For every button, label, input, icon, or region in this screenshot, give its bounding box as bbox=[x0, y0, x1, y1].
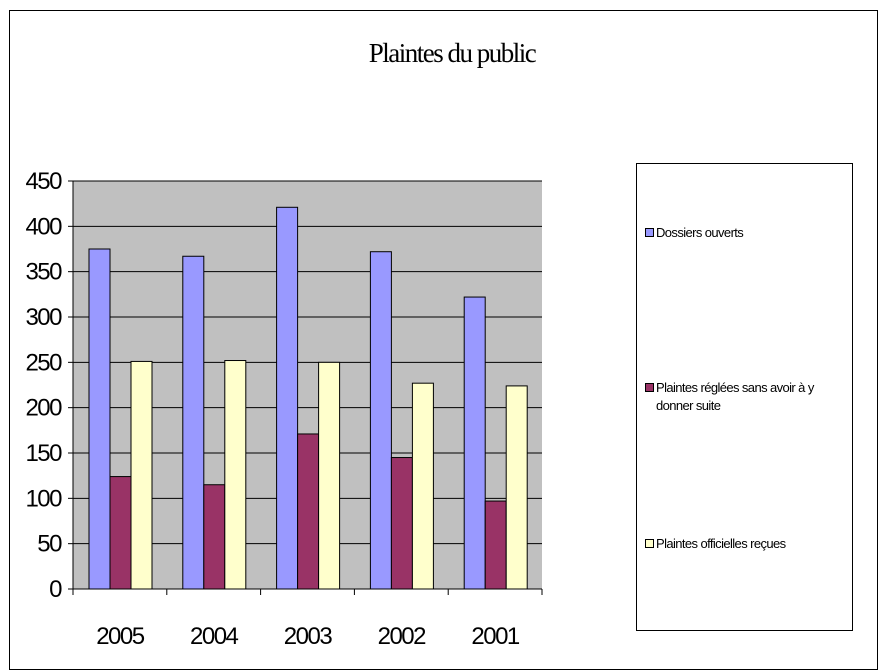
legend-swatch-dossiers-ouverts bbox=[645, 228, 654, 237]
bar bbox=[390, 457, 413, 590]
bar bbox=[318, 361, 341, 590]
bar bbox=[109, 476, 132, 590]
bar bbox=[130, 360, 153, 590]
legend: Dossiers ouverts Plaintes réglées sans a… bbox=[636, 163, 853, 631]
legend-swatch-plaintes-officielles bbox=[645, 539, 654, 548]
y-tick-labels: 0 50 100 150 200 250 300 350 400 450 bbox=[25, 168, 63, 603]
y-tick-label: 450 bbox=[25, 168, 62, 195]
x-tick-label: 2003 bbox=[284, 623, 333, 650]
bar bbox=[411, 382, 434, 590]
legend-item-plaintes-officielles: Plaintes officielles reçues bbox=[645, 535, 850, 553]
bars bbox=[88, 206, 528, 590]
bar bbox=[182, 255, 205, 590]
y-tick-label: 50 bbox=[37, 531, 62, 558]
x-tick-label: 2002 bbox=[378, 623, 427, 650]
legend-label-plaintes-officielles: Plaintes officielles reçues bbox=[656, 536, 786, 551]
bar bbox=[297, 433, 320, 590]
bar bbox=[276, 206, 299, 590]
legend-item-dossiers-ouverts: Dossiers ouverts bbox=[645, 224, 850, 242]
y-tick-label: 100 bbox=[25, 485, 62, 512]
bar bbox=[484, 500, 507, 590]
y-tick-label: 350 bbox=[25, 259, 62, 286]
bar bbox=[203, 484, 226, 590]
legend-item-plaintes-reglees: Plaintes réglées sans avoir à y donner s… bbox=[645, 379, 850, 415]
bar bbox=[463, 296, 486, 590]
bar bbox=[369, 251, 392, 590]
y-tick-label: 0 bbox=[49, 576, 62, 603]
chart-title: Plaintes du public bbox=[369, 38, 537, 68]
bar bbox=[224, 360, 247, 590]
x-tick-labels: 2005 2004 2003 2002 2001 bbox=[96, 623, 521, 650]
y-tick-label: 150 bbox=[25, 440, 62, 467]
x-tick-label: 2005 bbox=[96, 623, 145, 650]
axes bbox=[68, 180, 543, 595]
legend-swatch-plaintes-reglees bbox=[645, 383, 654, 392]
y-tick-label: 250 bbox=[25, 349, 62, 376]
x-tick-label: 2001 bbox=[471, 623, 520, 650]
bar bbox=[505, 385, 528, 590]
y-tick-label: 300 bbox=[25, 304, 62, 331]
y-tick-label: 400 bbox=[25, 213, 62, 240]
legend-label-dossiers-ouverts: Dossiers ouverts bbox=[656, 225, 744, 240]
y-tick-label: 200 bbox=[25, 395, 62, 422]
legend-label-plaintes-reglees: Plaintes réglées sans avoir à y donner s… bbox=[656, 380, 814, 413]
bar bbox=[88, 248, 111, 590]
x-tick-label: 2004 bbox=[190, 623, 239, 650]
